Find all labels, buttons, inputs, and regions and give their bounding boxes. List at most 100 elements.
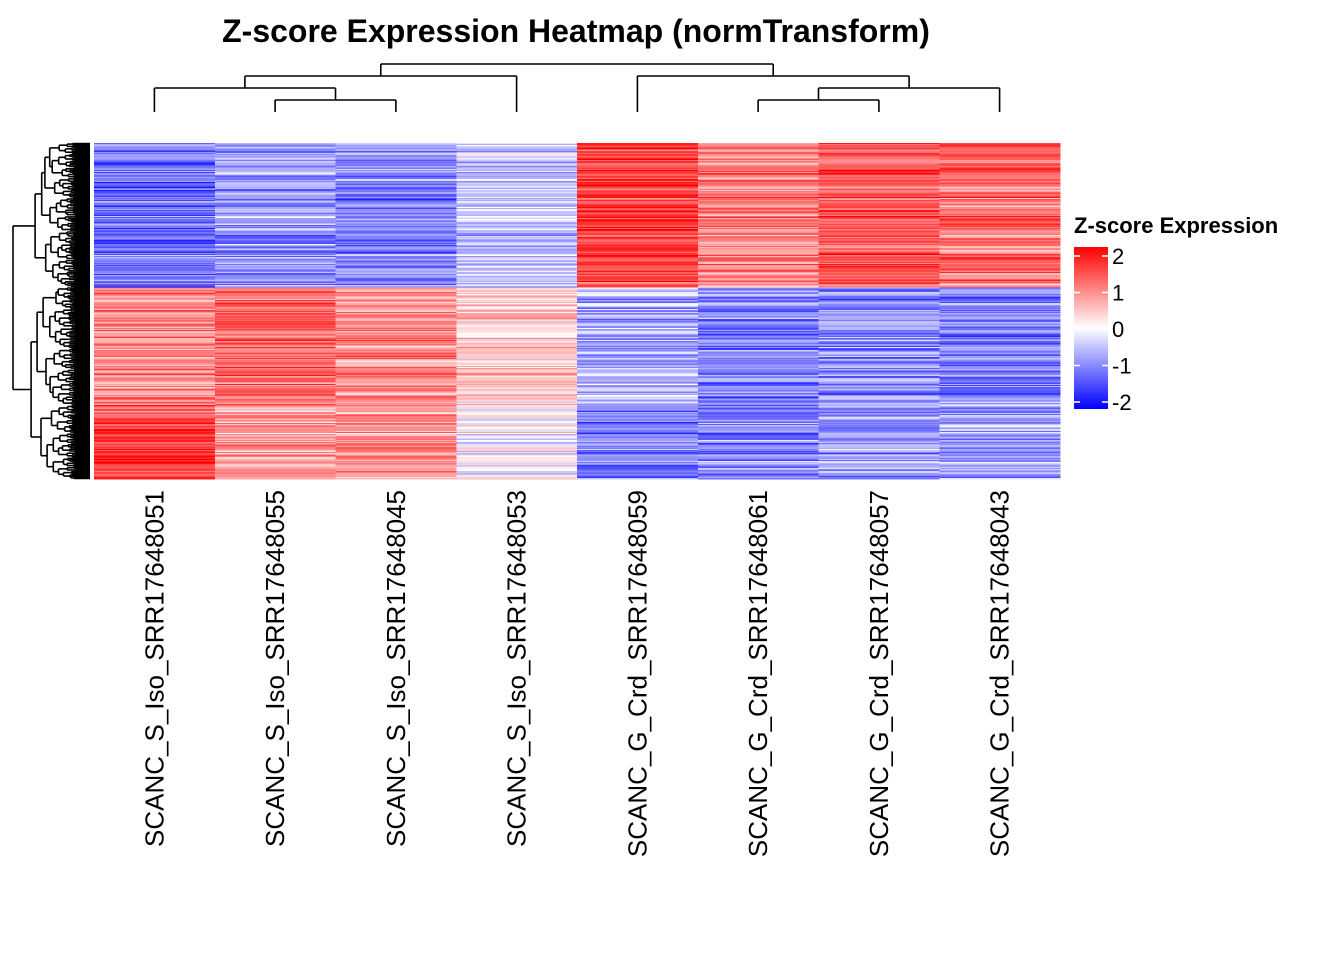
heatmap-cell xyxy=(939,332,1061,334)
heatmap-cell xyxy=(214,343,336,345)
heatmap-cell xyxy=(335,391,457,394)
heatmap-cell xyxy=(939,267,1061,269)
heatmap-cell xyxy=(94,183,216,185)
heatmap-cell xyxy=(456,335,578,338)
heatmap-cell xyxy=(456,339,578,341)
heatmap-cell xyxy=(577,272,699,275)
heatmap-cell xyxy=(456,471,578,473)
heatmap-cell xyxy=(335,238,457,240)
heatmap-cell xyxy=(335,471,457,473)
heatmap-cell xyxy=(94,434,216,436)
heatmap-cell xyxy=(456,324,578,326)
heatmap-cell xyxy=(335,334,457,336)
heatmap-cell xyxy=(577,218,699,220)
heatmap-cell xyxy=(818,378,940,380)
heatmap-cell xyxy=(697,444,819,446)
heatmap-cell xyxy=(335,271,457,274)
heatmap-cell xyxy=(94,286,216,288)
heatmap-cell xyxy=(214,188,336,191)
heatmap-cell xyxy=(577,321,699,323)
heatmap-cell xyxy=(697,173,819,175)
heatmap-cell xyxy=(214,316,336,319)
heatmap-cell xyxy=(94,277,216,279)
heatmap-cell xyxy=(214,204,336,207)
heatmap-cell xyxy=(456,287,578,289)
heatmap-cell xyxy=(818,383,940,386)
heatmap-cell xyxy=(818,454,940,456)
heatmap-cell xyxy=(939,178,1061,181)
heatmap-cell xyxy=(214,164,336,166)
heatmap-cell xyxy=(214,311,336,313)
heatmap-cell xyxy=(697,401,819,404)
heatmap-cell xyxy=(697,207,819,210)
heatmap-cell xyxy=(94,388,216,390)
heatmap-cell xyxy=(335,438,457,441)
heatmap-cell xyxy=(697,176,819,179)
heatmap-cell xyxy=(818,280,940,283)
heatmap-cell xyxy=(94,399,216,401)
heatmap-cell xyxy=(818,281,940,284)
heatmap-cell xyxy=(214,340,336,342)
heatmap-cell xyxy=(214,166,336,168)
heatmap-cell xyxy=(214,389,336,391)
heatmap-cell xyxy=(577,256,699,258)
heatmap-cell xyxy=(335,363,457,366)
heatmap-cell xyxy=(335,367,457,369)
heatmap-cell xyxy=(214,375,336,378)
heatmap-cell xyxy=(335,425,457,427)
heatmap-cell xyxy=(577,315,699,317)
heatmap-cell xyxy=(939,330,1061,332)
heatmap-cell xyxy=(818,299,940,302)
heatmap-cell xyxy=(214,471,336,473)
heatmap-cell xyxy=(818,220,940,222)
heatmap-cell xyxy=(818,244,940,247)
heatmap-cell xyxy=(214,181,336,183)
heatmap-cell xyxy=(818,346,940,349)
heatmap-cell xyxy=(939,220,1061,222)
heatmap-cell xyxy=(577,185,699,187)
heatmap-cell xyxy=(335,185,457,187)
heatmap-cell xyxy=(818,253,940,256)
heatmap-cell xyxy=(818,175,940,177)
heatmap-cell xyxy=(577,369,699,371)
heatmap-cell xyxy=(939,388,1061,390)
heatmap-cell xyxy=(818,451,940,453)
heatmap-cell xyxy=(818,322,940,324)
heatmap-cell xyxy=(818,365,940,368)
heatmap-cell xyxy=(939,416,1061,418)
heatmap-cell xyxy=(214,274,336,276)
heatmap-cell xyxy=(335,307,457,310)
heatmap-cell xyxy=(335,272,457,275)
heatmap-cell xyxy=(939,202,1061,204)
heatmap-cell xyxy=(94,335,216,338)
heatmap-cell xyxy=(818,262,940,265)
heatmap-cell xyxy=(939,241,1061,243)
heatmap-cell xyxy=(214,380,336,382)
heatmap-cell xyxy=(335,375,457,378)
heatmap-cell xyxy=(577,311,699,313)
heatmap-cell xyxy=(456,260,578,263)
heatmap-cell xyxy=(214,252,336,255)
heatmap-cell xyxy=(697,277,819,279)
heatmap-cell xyxy=(335,437,457,439)
heatmap-cell xyxy=(697,243,819,246)
heatmap-cell xyxy=(456,464,578,466)
heatmap-cell xyxy=(818,341,940,343)
heatmap-cell xyxy=(818,276,940,278)
heatmap-cell xyxy=(94,232,216,235)
heatmap-cell xyxy=(456,466,578,469)
heatmap-cell xyxy=(214,457,336,460)
heatmap-cell xyxy=(577,350,699,352)
heatmap-cell xyxy=(456,227,578,229)
heatmap-cell xyxy=(577,221,699,223)
heatmap-cell xyxy=(577,155,699,157)
heatmap-cell xyxy=(94,233,216,236)
heatmap-cell xyxy=(94,355,216,358)
heatmap-cell xyxy=(456,375,578,378)
legend-title: Z-score Expression xyxy=(1074,213,1278,238)
heatmap-cell xyxy=(456,172,578,174)
heatmap-cell xyxy=(94,431,216,434)
heatmap-cell xyxy=(335,364,457,367)
heatmap-cell xyxy=(939,285,1061,287)
heatmap-cell xyxy=(818,414,940,416)
